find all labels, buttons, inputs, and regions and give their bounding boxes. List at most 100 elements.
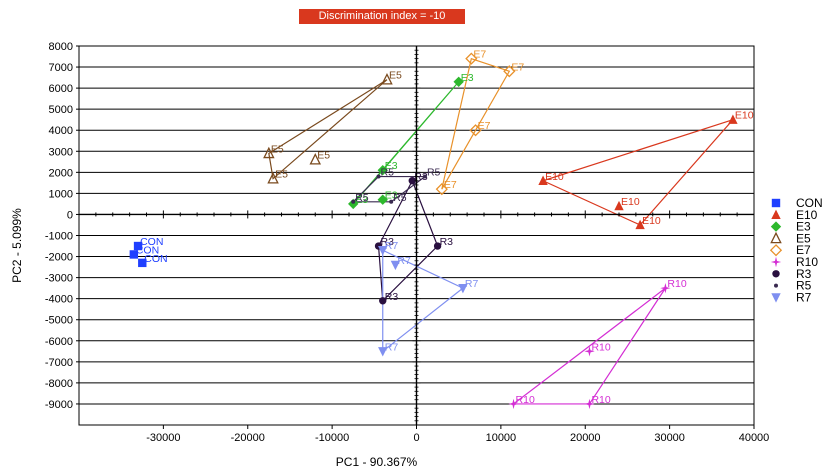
point-label-e10: E10 <box>621 196 640 208</box>
legend-item-r3: R3 <box>772 267 812 281</box>
x-tick-label: -30000 <box>146 432 180 444</box>
point-label-r10: R10 <box>516 394 535 406</box>
legend-item-e7: E7 <box>769 243 811 257</box>
point-label-e7: E7 <box>478 120 491 132</box>
point-label-r10: R10 <box>591 394 610 406</box>
legend-marker-r7 <box>771 293 781 303</box>
point-label-r7: R7 <box>465 278 479 290</box>
legend-marker-r3 <box>772 270 780 278</box>
y-tick-label: -5000 <box>45 315 73 327</box>
point-label-r10: R10 <box>591 341 610 353</box>
point-label-e10: E10 <box>642 215 661 227</box>
point-e10 <box>728 114 738 124</box>
point-label-r5: R5 <box>381 167 395 179</box>
point-label-r5: R5 <box>355 192 369 204</box>
point-e7 <box>435 183 448 196</box>
point-e3 <box>377 165 388 176</box>
point-label-e7: E7 <box>511 61 524 73</box>
legend-label: R10 <box>796 255 818 269</box>
point-label-e10: E10 <box>545 171 564 183</box>
hull-e7 <box>441 57 511 190</box>
point-r10 <box>508 398 519 410</box>
point-label-r5: R5 <box>427 167 441 179</box>
hull-e10 <box>541 118 735 226</box>
point-r7 <box>378 246 388 256</box>
x-tick-label: 30000 <box>654 432 685 444</box>
point-label-e3: E3 <box>385 190 398 202</box>
x-tick-label: 20000 <box>570 432 601 444</box>
x-tick-label: 40000 <box>739 432 770 444</box>
point-label-e3: E3 <box>385 160 398 172</box>
y-tick-label: -8000 <box>45 378 73 390</box>
point-con <box>138 258 147 268</box>
legend-label: R3 <box>796 267 812 281</box>
point-label-e5: E5 <box>389 70 402 82</box>
point-label-r7: R7 <box>385 240 399 252</box>
point-e7 <box>465 52 478 65</box>
axes: 800070006000500040003000200010000-1000-2… <box>10 41 769 469</box>
y-tick-label: 8000 <box>49 41 73 53</box>
point-e5 <box>309 153 322 165</box>
legend-item-r5: R5 <box>774 279 812 293</box>
point-label-e7: E7 <box>473 49 486 61</box>
legend-item-e3: E3 <box>770 220 811 234</box>
point-con <box>133 241 143 251</box>
y-tick-label: -4000 <box>45 294 73 306</box>
x-tick-label: 10000 <box>486 432 517 444</box>
legend-item-r7: R7 <box>771 290 812 304</box>
y-tick-label: 2000 <box>49 167 73 179</box>
point-e3 <box>453 76 464 87</box>
point-con <box>129 250 139 259</box>
legend-label: R5 <box>796 279 812 293</box>
legend-item-con: CON <box>771 196 823 210</box>
y-tick-label: 1000 <box>49 188 73 200</box>
y-tick-label: 5000 <box>49 104 73 116</box>
x-tick-label: 0 <box>413 432 419 444</box>
legend-label: R7 <box>796 290 812 304</box>
legend-marker-r10 <box>770 256 782 268</box>
point-e10 <box>538 175 548 185</box>
legend-marker-e5 <box>770 231 782 244</box>
legend-marker-r5 <box>774 283 778 288</box>
point-label-e3: E3 <box>355 194 368 206</box>
legend-item-e10: E10 <box>771 208 818 222</box>
legend-item-e5: E5 <box>770 231 811 245</box>
y-tick-label: 7000 <box>49 62 73 74</box>
point-e3 <box>348 198 359 210</box>
y-tick-label: 3000 <box>49 146 73 158</box>
legend-marker-e10 <box>771 209 781 219</box>
point-label-r3: R3 <box>381 236 395 248</box>
point-e5 <box>263 146 275 159</box>
point-r7 <box>458 283 468 294</box>
y-axis-title: PC2 - 5.099% <box>10 208 24 283</box>
point-label-e5: E5 <box>275 169 288 181</box>
legend-marker-con <box>771 198 781 208</box>
point-r3 <box>379 297 387 305</box>
legend-item-r10: R10 <box>770 255 818 269</box>
y-tick-label: 4000 <box>49 125 73 137</box>
y-tick-label: -1000 <box>45 231 73 243</box>
legend-label: E3 <box>796 220 811 234</box>
point-label-r3: R3 <box>385 291 399 303</box>
point-label-r7: R7 <box>385 341 399 353</box>
legend-marker-e3 <box>770 221 782 232</box>
legend-label: E10 <box>796 208 818 222</box>
point-r5 <box>422 174 427 179</box>
point-e10 <box>635 219 645 230</box>
point-label-r3: R3 <box>414 171 428 183</box>
legend-marker-e7 <box>769 244 783 257</box>
point-r10 <box>584 398 595 410</box>
point-label-con: CON <box>136 244 159 256</box>
point-label-r3: R3 <box>440 236 454 248</box>
point-e5 <box>267 171 279 184</box>
legend-label: CON <box>796 196 823 210</box>
y-tick-label: 6000 <box>49 83 73 95</box>
point-label-e10: E10 <box>735 110 754 122</box>
hull-r10 <box>511 287 666 405</box>
point-r5 <box>389 199 394 204</box>
point-r10 <box>660 282 671 294</box>
point-e10 <box>614 200 624 211</box>
x-tick-label: -10000 <box>315 432 349 444</box>
